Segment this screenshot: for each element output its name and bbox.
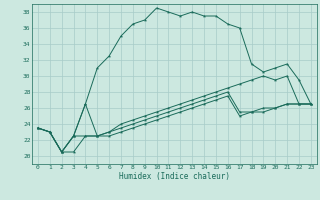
X-axis label: Humidex (Indice chaleur): Humidex (Indice chaleur) [119, 172, 230, 181]
